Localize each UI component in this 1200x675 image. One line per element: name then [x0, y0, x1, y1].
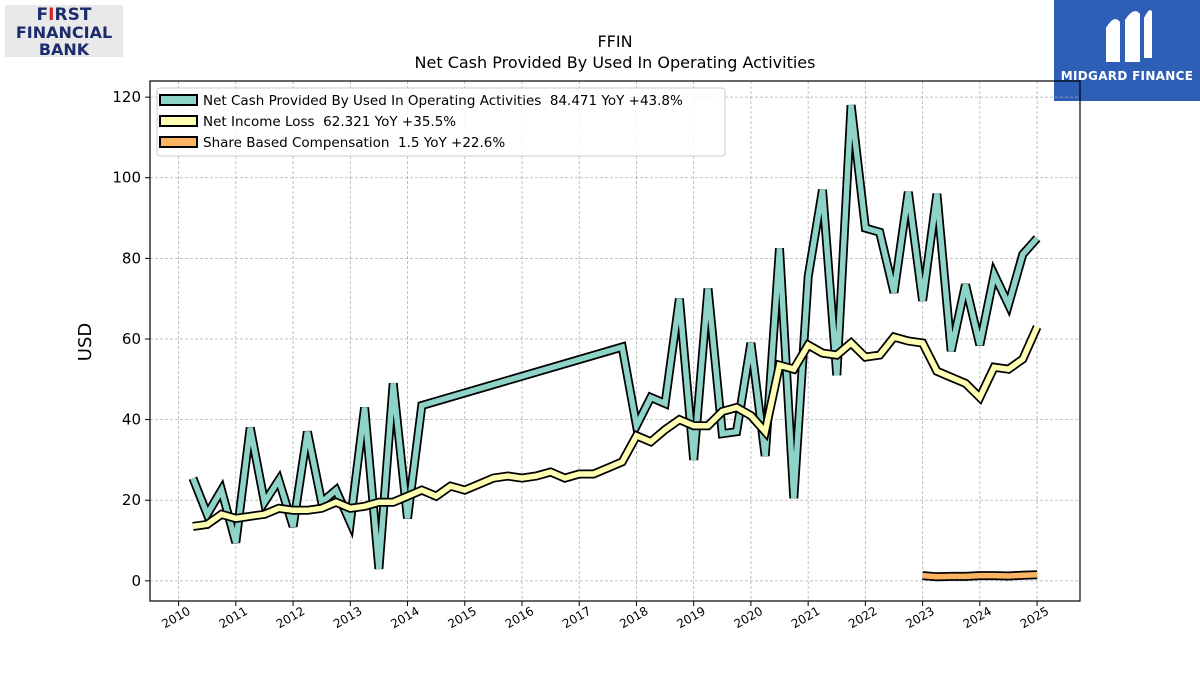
- y-tick-label: 0: [131, 572, 141, 590]
- y-tick-label: 100: [112, 169, 141, 187]
- x-tick-label: 2013: [331, 604, 364, 631]
- x-tick-label: 2016: [503, 604, 536, 631]
- legend-swatch: [159, 115, 198, 127]
- midgard-finance-logo: MIDGARD FINANCE: [1054, 0, 1200, 101]
- x-tick-label: 2021: [789, 604, 822, 631]
- legend-entry-label: Share Based Compensation 1.5 YoY +22.6%: [203, 135, 505, 151]
- midgard-finance-label: MIDGARD FINANCE: [1060, 69, 1194, 83]
- x-tick-label: 2024: [961, 604, 994, 631]
- x-tick-label: 2018: [617, 604, 650, 631]
- x-tick-label: 2022: [846, 604, 879, 631]
- plot-frame: [149, 80, 1081, 602]
- series-lines: [188, 104, 1042, 582]
- chart-title: FFIN: [597, 32, 632, 51]
- x-tick-label: 2010: [159, 604, 192, 631]
- x-tick-label: 2019: [674, 604, 707, 631]
- legend-swatch: [159, 94, 198, 106]
- y-tick-label: 80: [122, 249, 141, 267]
- chart-subtitle: Net Cash Provided By Used In Operating A…: [415, 53, 816, 72]
- y-axis-label: USD: [75, 323, 96, 361]
- series-line-1: [192, 325, 1040, 530]
- x-tick-label: 2017: [560, 604, 593, 631]
- series-line-2: [922, 572, 1038, 580]
- first-financial-bank-logo: FIRST FINANCIAL BANK: [5, 5, 123, 58]
- legend: Net Cash Provided By Used In Operating A…: [156, 87, 726, 157]
- legend-box: [156, 87, 726, 157]
- legend-swatch: [159, 136, 198, 148]
- y-tick-label: 40: [122, 411, 141, 429]
- x-tick-label: 2011: [217, 604, 250, 631]
- x-tick-label: 2015: [446, 604, 479, 631]
- y-tick-label: 20: [122, 491, 141, 509]
- midgard-m-icon: [1106, 10, 1152, 63]
- y-tick-label: 60: [122, 330, 141, 348]
- x-tick-label: 2025: [1018, 604, 1051, 631]
- x-tick-label: 2012: [274, 604, 307, 631]
- x-tick-label: 2020: [732, 604, 765, 631]
- legend-entry-label: Net Cash Provided By Used In Operating A…: [203, 93, 683, 109]
- y-tick-label: 120: [112, 88, 141, 106]
- series-line-0: [190, 104, 1040, 570]
- legend-entry-label: Net Income Loss 62.321 YoY +35.5%: [203, 114, 456, 130]
- x-tick-label: 2014: [388, 604, 421, 631]
- x-tick-label: 2023: [903, 604, 936, 631]
